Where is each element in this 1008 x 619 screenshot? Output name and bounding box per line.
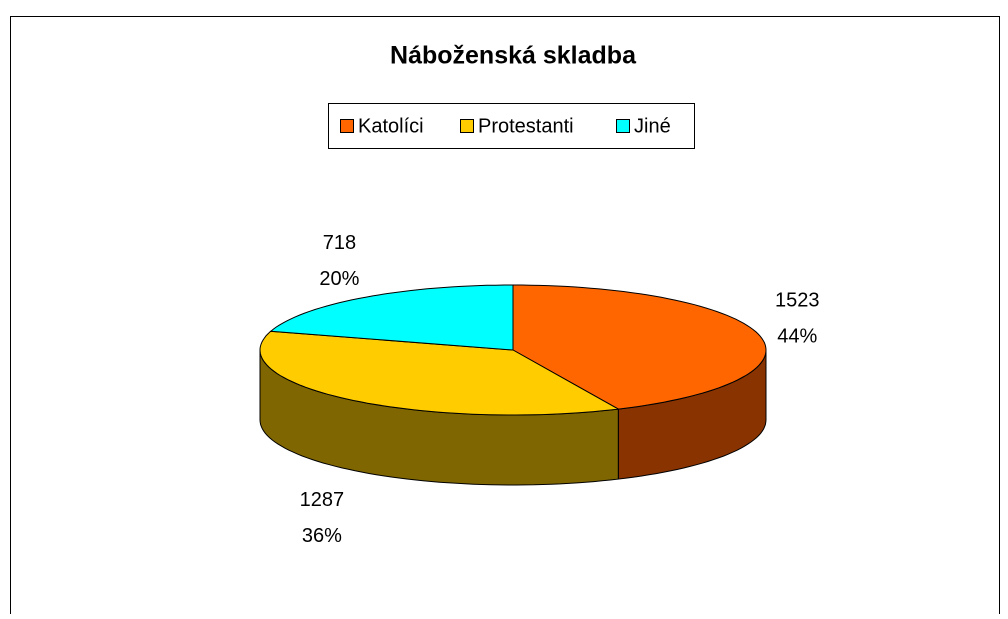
legend-label: Jiné (634, 115, 671, 137)
slice (512, 284, 767, 410)
slice (269, 284, 514, 351)
data-label-percent: 36% (302, 525, 342, 547)
legend-label: Katolíci (358, 115, 424, 137)
legend-swatch (616, 119, 630, 133)
data-label-percent: 20% (319, 268, 359, 290)
legend-swatch (460, 119, 474, 133)
legend-label: Protestanti (478, 115, 574, 137)
legend-box (328, 103, 695, 149)
slice (259, 330, 620, 416)
data-label: 718 (323, 232, 356, 254)
data-label: 1287 (300, 489, 345, 511)
chart-title: Náboženská skladba (390, 42, 637, 70)
data-label-percent: 44% (777, 326, 817, 348)
data-label: 1523 (775, 290, 820, 312)
legend-swatch (340, 119, 354, 133)
